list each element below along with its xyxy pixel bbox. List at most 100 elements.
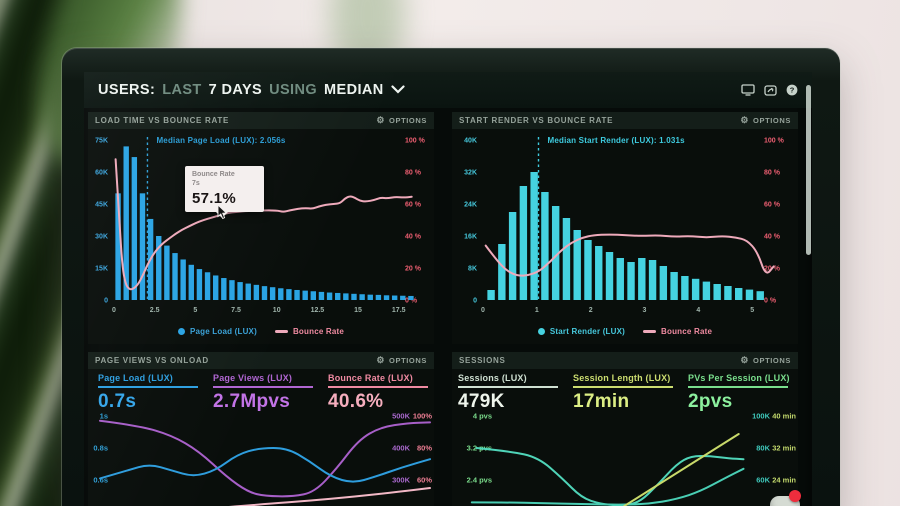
gear-icon: ⚙ — [740, 115, 750, 125]
panel-title: SESSIONS — [459, 356, 506, 365]
mouse-cursor-icon — [217, 203, 228, 225]
svg-text:32K: 32K — [464, 170, 477, 177]
svg-text:4: 4 — [696, 307, 700, 314]
svg-text:15K: 15K — [95, 266, 108, 273]
options-button[interactable]: ⚙ OPTIONS — [376, 355, 427, 366]
svg-text:2.5: 2.5 — [150, 307, 160, 314]
header-days-label: 7 DAYS — [208, 82, 263, 98]
svg-text:30K: 30K — [95, 234, 108, 241]
svg-text:2.4 pvs: 2.4 pvs — [467, 476, 492, 485]
dashboard-header: USERS: LAST 7 DAYS USING MEDIAN — [84, 72, 812, 108]
panel-start-render-vs-bounce-rate: START RENDER VS BOUNCE RATE ⚙ OPTIONS 40… — [452, 112, 798, 344]
svg-text:0 %: 0 % — [405, 298, 418, 305]
tooltip-x-value: 7s — [192, 179, 200, 187]
panel-title: START RENDER VS BOUNCE RATE — [459, 116, 614, 125]
svg-text:3: 3 — [643, 307, 647, 314]
media-export-icon[interactable] — [764, 84, 777, 96]
svg-text:1: 1 — [535, 307, 539, 314]
metric-sessions: Sessions (LUX) 479K — [458, 373, 566, 412]
svg-text:0.8s: 0.8s — [93, 444, 108, 453]
options-button[interactable]: ⚙ OPTIONS — [376, 115, 427, 126]
options-button[interactable]: ⚙ OPTIONS — [740, 115, 791, 126]
median-start-render-annotation: Median Start Render (LUX): 1.031s — [547, 136, 685, 145]
header-users-label: USERS: — [98, 82, 156, 98]
svg-text:24 min: 24 min — [772, 476, 796, 485]
scrollbar[interactable] — [806, 85, 811, 255]
chat-bubble[interactable] — [770, 490, 801, 506]
header-last-label: LAST — [162, 82, 202, 98]
svg-text:40 %: 40 % — [764, 234, 781, 241]
svg-text:10: 10 — [273, 307, 281, 314]
metrics-row: Sessions (LUX) 479K Session Length (LUX)… — [452, 369, 798, 412]
svg-text:20 %: 20 % — [405, 266, 422, 273]
svg-text:100%: 100% — [413, 412, 433, 421]
load-time-chart[interactable]: 75K 60K 45K 30K 15K 0 100 % 80 % 60 % 40 % 20 % 0 %… — [88, 129, 434, 319]
metric-session-length: Session Length (LUX) 17min — [573, 373, 681, 412]
svg-text:300K: 300K — [392, 476, 411, 485]
svg-text:16K: 16K — [464, 234, 477, 241]
notification-badge — [789, 490, 801, 502]
svg-text:500K: 500K — [392, 412, 411, 421]
chevron-down-icon — [391, 82, 405, 98]
metric-bounce-rate: Bounce Rate (LUX) 40.6% — [328, 373, 434, 412]
svg-text:1s: 1s — [100, 412, 108, 421]
legend-bounce-rate[interactable]: Bounce Rate — [274, 327, 344, 336]
panel-title: PAGE VIEWS VS ONLOAD — [95, 356, 209, 365]
panel-title-bar: PAGE VIEWS VS ONLOAD ⚙ OPTIONS — [88, 352, 434, 369]
chart-legend: Start Render (LUX) Bounce Rate — [452, 319, 798, 344]
svg-text:400K: 400K — [392, 444, 411, 453]
metric-underline — [573, 386, 673, 388]
svg-text:12.5: 12.5 — [311, 307, 325, 314]
help-icon[interactable]: ? — [786, 84, 798, 96]
legend-start-render[interactable]: Start Render (LUX) — [537, 327, 625, 336]
panel-page-views-vs-onload: PAGE VIEWS VS ONLOAD ⚙ OPTIONS Page Load… — [88, 352, 434, 506]
panel-title-bar: SESSIONS ⚙ OPTIONS — [452, 352, 798, 369]
svg-text:?: ? — [790, 86, 795, 95]
svg-text:5: 5 — [750, 307, 754, 314]
svg-text:0: 0 — [481, 307, 485, 314]
metric-page-views: Page Views (LUX) 2.7Mpvs — [213, 373, 319, 412]
dashboard-screen: USERS: LAST 7 DAYS USING MEDIAN — [84, 72, 812, 506]
svg-text:60 %: 60 % — [405, 202, 422, 209]
svg-text:80%: 80% — [417, 444, 432, 453]
svg-text:40 min: 40 min — [772, 412, 796, 421]
options-button[interactable]: ⚙ OPTIONS — [740, 355, 791, 366]
svg-text:40 %: 40 % — [405, 234, 422, 241]
svg-text:0: 0 — [104, 298, 108, 305]
svg-text:100 %: 100 % — [764, 138, 785, 145]
legend-page-load[interactable]: Page Load (LUX) — [177, 327, 257, 336]
panel-title-bar: START RENDER VS BOUNCE RATE ⚙ OPTIONS — [452, 112, 798, 129]
legend-bounce-rate[interactable]: Bounce Rate — [643, 327, 712, 336]
metric-underline — [98, 386, 198, 388]
users-range-dropdown[interactable]: USERS: LAST 7 DAYS USING MEDIAN — [98, 82, 405, 98]
svg-text:40K: 40K — [464, 138, 477, 145]
svg-text:60K: 60K — [95, 170, 108, 177]
svg-text:24K: 24K — [464, 202, 477, 209]
svg-text:15: 15 — [354, 307, 362, 314]
legend-dot-icon — [177, 328, 185, 335]
legend-line-icon — [643, 330, 657, 333]
metric-page-load: Page Load (LUX) 0.7s — [98, 373, 204, 412]
header-icon-group: ? — [741, 84, 798, 96]
svg-text:80K: 80K — [756, 444, 770, 453]
tooltip-title: Bounce Rate — [192, 171, 235, 178]
legend-dot-icon — [537, 328, 545, 335]
svg-text:60 %: 60 % — [764, 202, 781, 209]
gear-icon: ⚙ — [376, 355, 386, 365]
panel-title-bar: LOAD TIME VS BOUNCE RATE ⚙ OPTIONS — [88, 112, 434, 129]
svg-text:45K: 45K — [95, 202, 108, 209]
svg-text:60%: 60% — [417, 476, 432, 485]
svg-text:100K: 100K — [752, 412, 771, 421]
svg-text:80 %: 80 % — [405, 170, 422, 177]
svg-text:0: 0 — [112, 307, 116, 314]
svg-text:2: 2 — [589, 307, 593, 314]
page-views-onload-chart[interactable]: 1s 500K 100% 0.8s 400K 80% 0.6s 300K 60% — [88, 410, 434, 506]
display-icon[interactable] — [741, 84, 755, 96]
svg-text:60K: 60K — [756, 476, 770, 485]
metric-underline — [213, 386, 313, 388]
svg-text:5: 5 — [193, 307, 197, 314]
svg-text:0 %: 0 % — [764, 298, 777, 305]
